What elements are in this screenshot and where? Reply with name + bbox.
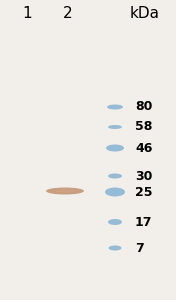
Text: 2: 2 — [63, 7, 73, 22]
Text: 17: 17 — [135, 215, 152, 229]
Text: 25: 25 — [135, 185, 152, 199]
Ellipse shape — [105, 188, 125, 196]
Ellipse shape — [55, 189, 76, 193]
Text: 80: 80 — [135, 100, 152, 113]
Text: 58: 58 — [135, 121, 152, 134]
Text: 46: 46 — [135, 142, 152, 154]
Ellipse shape — [108, 173, 122, 178]
Text: 7: 7 — [135, 242, 144, 254]
Ellipse shape — [107, 104, 123, 110]
Text: 1: 1 — [23, 7, 32, 22]
Text: kDa: kDa — [129, 7, 159, 22]
Ellipse shape — [108, 219, 122, 225]
Ellipse shape — [46, 188, 84, 194]
Ellipse shape — [108, 125, 122, 129]
Ellipse shape — [106, 145, 124, 152]
Text: 30: 30 — [135, 169, 152, 182]
Ellipse shape — [108, 245, 121, 250]
